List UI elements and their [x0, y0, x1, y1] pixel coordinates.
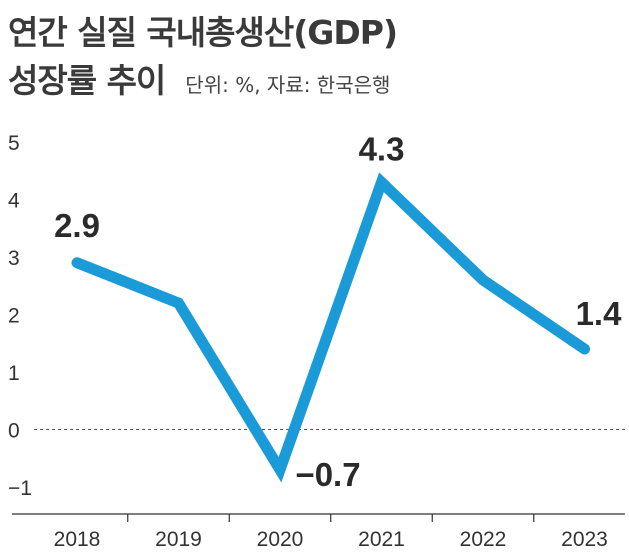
- data-label: 4.3: [359, 130, 405, 167]
- x-tick-label: 2019: [155, 528, 202, 551]
- y-tick-label: −1: [8, 477, 32, 500]
- chart-title-line2: 성장률 추이 단위: %, 자료: 한국은행: [8, 54, 390, 102]
- y-tick-label: 0: [8, 420, 20, 443]
- x-tick-label: 2023: [561, 528, 608, 551]
- y-tick-label: 4: [8, 190, 20, 213]
- x-tick-label: 2022: [460, 528, 507, 551]
- x-tick-label: 2020: [257, 528, 304, 551]
- y-tick-label: 5: [8, 132, 20, 155]
- chart-title-line2-text: 성장률 추이: [8, 61, 166, 100]
- y-tick-label: 3: [8, 247, 20, 270]
- x-tick-label: 2018: [54, 528, 101, 551]
- x-tick-label: 2021: [358, 528, 405, 551]
- data-label: 1.4: [576, 295, 623, 332]
- chart-subtitle: 단위: %, 자료: 한국은행: [185, 73, 391, 97]
- chart-title: 연간 실질 국내총생산(GDP): [8, 13, 398, 52]
- series-line: [71, 172, 590, 483]
- y-tick-label: 1: [8, 362, 20, 385]
- data-label: 2.9: [54, 207, 100, 244]
- data-label: −0.7: [295, 456, 360, 493]
- y-tick-label: 2: [8, 305, 20, 328]
